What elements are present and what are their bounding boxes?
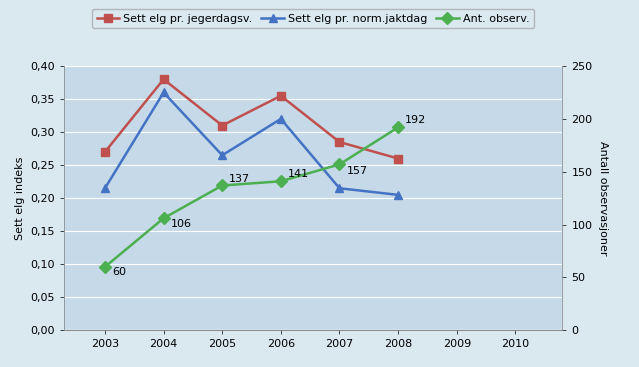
Y-axis label: Antall observasjoner: Antall observasjoner <box>598 141 608 255</box>
Text: 192: 192 <box>405 115 426 126</box>
Text: 141: 141 <box>288 169 309 179</box>
Legend: Sett elg pr. jegerdagsv., Sett elg pr. norm.jaktdag, Ant. observ.: Sett elg pr. jegerdagsv., Sett elg pr. n… <box>92 9 534 28</box>
Text: 106: 106 <box>171 219 192 229</box>
Text: 137: 137 <box>229 174 250 184</box>
Y-axis label: Sett elg indeks: Sett elg indeks <box>15 156 25 240</box>
Text: 60: 60 <box>112 268 126 277</box>
Text: 157: 157 <box>346 166 367 175</box>
